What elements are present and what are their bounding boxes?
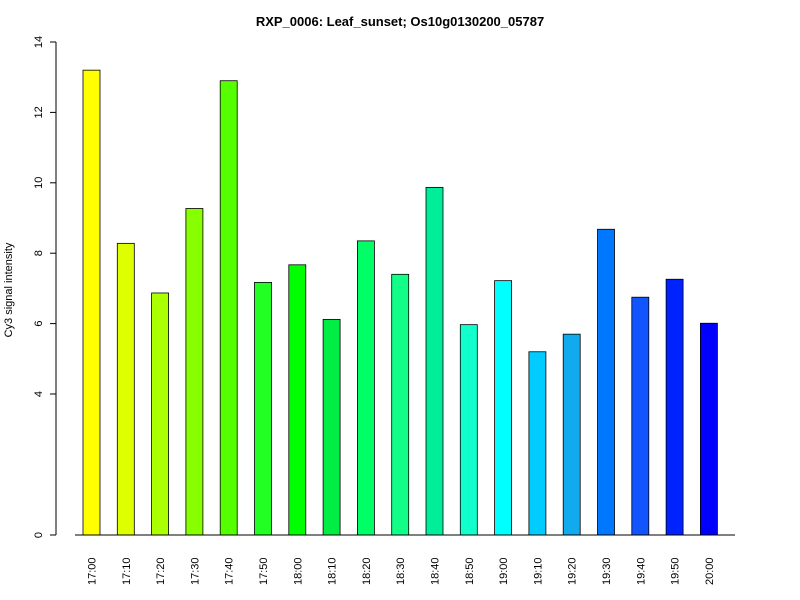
x-tick-label: 19:00: [498, 557, 510, 585]
bar: [185, 208, 204, 536]
x-tick-label: 18:30: [395, 557, 407, 585]
x-tick-label: 19:40: [635, 557, 647, 585]
bars: [82, 69, 718, 536]
y-tick-label: 14: [33, 36, 45, 48]
x-tick-label: 19:10: [532, 557, 544, 585]
bar: [597, 228, 615, 536]
x-tick-label: 18:40: [430, 557, 442, 585]
bar: [631, 296, 650, 536]
x-tick-label: 19:20: [567, 557, 579, 585]
x-tick-label: 18:20: [361, 557, 373, 585]
y-axis-label: Cy3 signal intensity: [3, 242, 15, 337]
x-tick-label: 19:30: [601, 557, 613, 585]
bar: [528, 351, 547, 536]
x-tick-label: 17:40: [224, 557, 236, 585]
x-tick-label: 17:10: [121, 557, 133, 585]
y-tick-label: 12: [33, 106, 45, 118]
bar: [391, 273, 410, 536]
x-tick-label: 19:50: [670, 557, 682, 585]
bar: [665, 278, 684, 536]
bar: [82, 69, 101, 536]
bar: [562, 333, 581, 536]
x-tick-label: 18:10: [327, 557, 339, 585]
x-tick-label: 17:50: [258, 557, 270, 585]
bar: [425, 186, 444, 536]
x-tick-label: 20:00: [704, 557, 716, 585]
bar: [322, 318, 341, 536]
bar: [459, 324, 478, 536]
bar: [494, 280, 513, 536]
bar: [254, 282, 272, 536]
y-tick-label: 0: [33, 532, 45, 538]
bar: [288, 264, 307, 536]
bar: [116, 242, 135, 536]
chart-title: RXP_0006: Leaf_sunset; Os10g0130200_0578…: [256, 14, 544, 29]
y-axis: 0 4 6 8 10 12 14: [33, 36, 57, 538]
y-tick-label: 4: [33, 391, 45, 397]
x-tick-label: 18:00: [292, 557, 304, 585]
x-tick-label: 17:20: [155, 557, 167, 585]
bar: [151, 292, 170, 536]
bar: [356, 240, 375, 536]
x-axis: 17:00 17:10 17:20 17:30 17:40 17:50 18:00 18:10…: [75, 534, 735, 585]
bar: [219, 80, 238, 536]
x-tick-label: 17:30: [189, 557, 201, 585]
y-tick-label: 10: [33, 177, 45, 189]
x-tick-label: 17:00: [87, 557, 99, 585]
bar: [700, 322, 718, 536]
y-tick-label: 6: [33, 321, 45, 327]
x-tick-label: 18:50: [464, 557, 476, 585]
y-tick-label: 8: [33, 250, 45, 256]
